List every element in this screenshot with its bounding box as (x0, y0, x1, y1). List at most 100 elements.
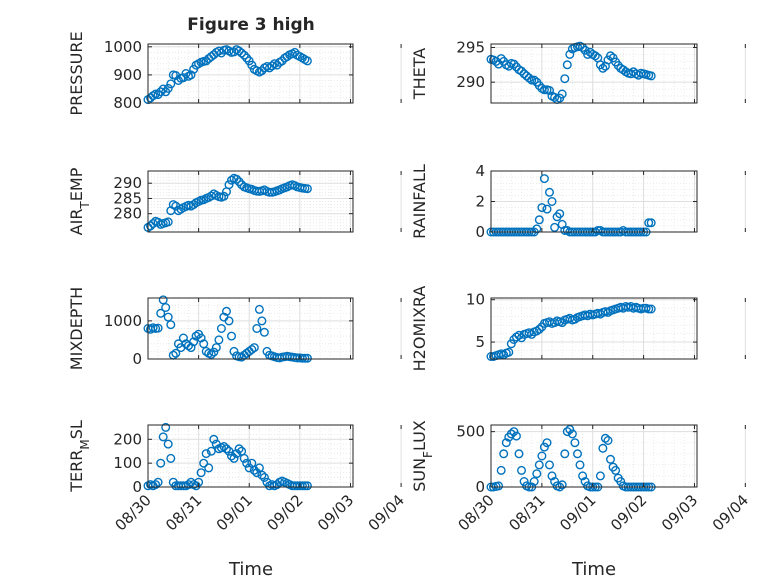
axes-box (147, 297, 354, 360)
data-point (163, 217, 173, 227)
data-point (234, 444, 244, 454)
data-point (196, 468, 206, 478)
data-point (242, 53, 252, 63)
data-point (199, 339, 209, 349)
data-point (550, 222, 560, 232)
data-point (562, 60, 572, 70)
data-point (560, 74, 570, 84)
x-tick-label: 08/30 (455, 491, 498, 534)
data-point (282, 52, 292, 62)
x-tick-label: 08/31 (505, 491, 548, 534)
data-point (562, 427, 572, 437)
data-point (567, 429, 577, 439)
data-point (163, 439, 173, 449)
y-axis-label: PRESSURE (67, 31, 86, 115)
data-point (226, 331, 236, 341)
data-point (504, 347, 514, 357)
data-point (547, 471, 557, 481)
data-point (509, 427, 519, 437)
data-point (606, 454, 616, 464)
data-point (557, 480, 567, 490)
data-point (259, 327, 269, 337)
data-point (527, 75, 537, 85)
x-axis-label-left: Time (228, 559, 273, 580)
data-point (529, 75, 539, 85)
data-point (603, 307, 613, 317)
data-point (166, 79, 176, 89)
y-axis-label: THETA (410, 48, 429, 100)
data-point (166, 453, 176, 463)
y-tick-label: 0 (475, 223, 485, 241)
data-point (161, 303, 171, 313)
data-point (532, 469, 542, 479)
data-point (506, 429, 516, 439)
y-tick-label: 1000 (104, 38, 142, 56)
data-point (600, 433, 610, 443)
data-point (511, 431, 521, 441)
x-tick-label: 08/30 (112, 491, 155, 534)
data-point (178, 481, 188, 491)
data-point (259, 473, 269, 483)
y-axis-label: SUNFLUX (410, 420, 435, 492)
plot-area (148, 425, 353, 487)
data-point (644, 218, 654, 228)
data-point (156, 458, 166, 468)
data-point (550, 92, 560, 102)
data-point (542, 438, 552, 448)
data-point (514, 449, 524, 459)
data-point (163, 83, 173, 93)
x-tick-label: 09/01 (213, 491, 256, 534)
data-point (211, 343, 221, 353)
y-tick-label: 0 (132, 478, 142, 496)
data-point (158, 84, 168, 94)
x-tick-label: 09/02 (263, 491, 306, 534)
data-point (209, 434, 219, 444)
data-point (499, 449, 509, 459)
data-point (517, 465, 527, 475)
data-point (239, 453, 249, 463)
data-point (242, 458, 252, 468)
x-tick-label: 09/03 (658, 491, 701, 534)
y-tick-label: 800 (113, 94, 142, 112)
data-point (219, 191, 229, 201)
y-axis-label: H2OMIXRA (410, 286, 429, 372)
data-point (189, 337, 199, 347)
y-axis-label: TERRMSL (67, 420, 92, 493)
data-point (550, 477, 560, 487)
data-point (565, 424, 575, 434)
data-point (204, 463, 214, 473)
y-tick-label: 290 (456, 73, 485, 91)
data-point (573, 449, 583, 459)
data-point (206, 349, 216, 359)
y-tick-label: 2 (475, 193, 485, 211)
data-point (494, 481, 504, 491)
data-point (158, 295, 168, 305)
data-point (545, 460, 555, 470)
data-point (145, 221, 155, 231)
data-point (524, 73, 534, 83)
y-tick-label: 280 (113, 205, 142, 223)
data-point (186, 70, 196, 80)
subplot-6: 5 10 H2OMIXRA (410, 286, 746, 372)
data-point (267, 61, 277, 71)
data-point (209, 347, 219, 357)
data-point (297, 353, 307, 363)
data-point (252, 324, 262, 334)
data-point (575, 460, 585, 470)
data-point (590, 51, 600, 61)
data-point (247, 345, 257, 355)
data-point (542, 204, 552, 214)
data-point (646, 304, 656, 314)
data-point (509, 59, 519, 69)
data-point (560, 449, 570, 459)
axes-box (490, 424, 698, 488)
data-point (219, 442, 229, 452)
data-point (300, 353, 310, 363)
data-point (302, 481, 312, 491)
axes-box (490, 297, 698, 360)
subplot-8: 0 500 08/30 08/31 09/01 09/02 09/03 09/04 SUNFLU… (410, 420, 752, 534)
data-point (302, 184, 312, 194)
